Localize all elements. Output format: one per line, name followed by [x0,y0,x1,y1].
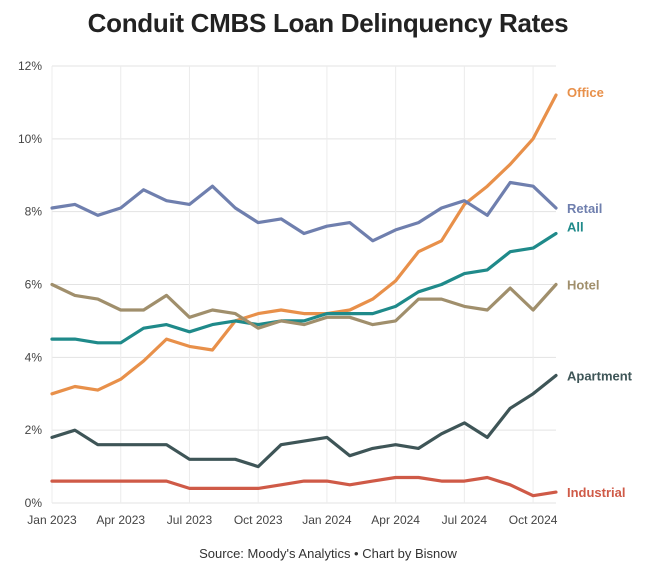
x-tick-label: Jan 2024 [302,513,352,527]
series-label-office: Office [567,85,604,100]
series-label-all: All [567,220,584,235]
chart-source: Source: Moody's Analytics • Chart by Bis… [199,546,457,561]
y-tick-label: 4% [25,350,43,364]
y-tick-label: 10% [18,132,42,146]
y-tick-label: 6% [25,278,43,292]
series-line-apartment [50,373,558,469]
series-line-retail [50,180,558,243]
series-line-industrial [50,475,558,498]
x-tick-label: Jul 2024 [442,513,488,527]
y-tick-label: 0% [25,496,43,510]
x-tick-label: Oct 2024 [509,513,558,527]
series-label-apartment: Apartment [567,369,633,384]
series-line-all [50,231,558,345]
x-tick-label: Apr 2023 [96,513,145,527]
x-tick-label: Jul 2023 [167,513,213,527]
series-label-industrial: Industrial [567,485,626,500]
chart-title: Conduit CMBS Loan Delinquency Rates [87,8,569,38]
x-tick-label: Oct 2023 [234,513,283,527]
y-tick-label: 2% [25,423,43,437]
y-tick-label: 12% [18,59,42,73]
series-line-office [50,93,558,396]
x-tick-label: Apr 2024 [371,513,420,527]
y-tick-label: 8% [25,205,43,219]
series-label-retail: Retail [567,201,602,216]
series-label-hotel: Hotel [567,278,600,293]
x-tick-label: Jan 2023 [27,513,77,527]
series-line-hotel [50,282,558,330]
